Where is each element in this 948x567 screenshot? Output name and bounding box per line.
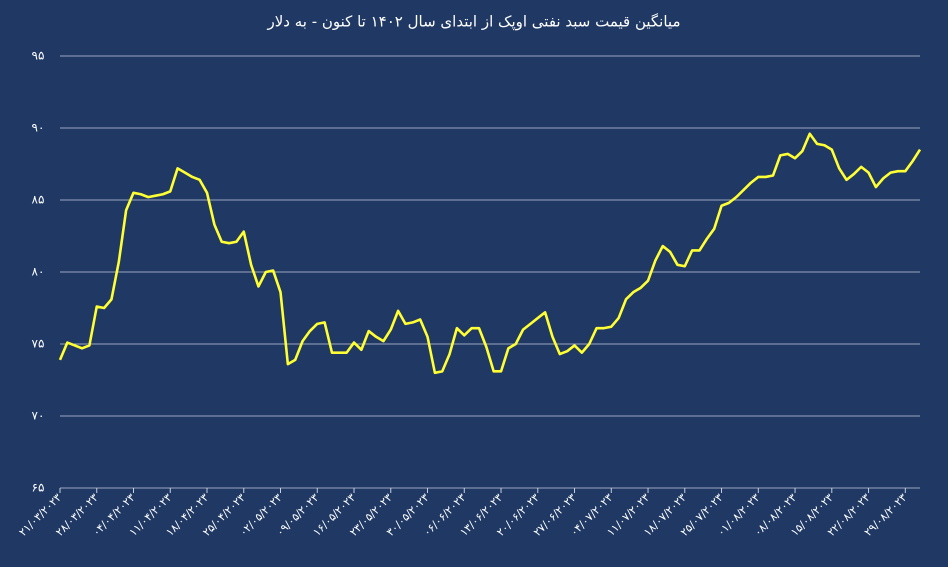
y-tick-label: ۹۵: [32, 49, 45, 63]
y-tick-label: ۷۵: [32, 337, 45, 351]
y-tick-label: ۹۰: [32, 121, 45, 135]
y-tick-label: ۶۵: [32, 481, 45, 495]
price-line: [58, 132, 922, 375]
chart-title: میانگین قیمت سبد نفتی اوپک از ابتدای سال…: [266, 13, 680, 32]
y-tick-label: ۸۰: [32, 265, 45, 279]
y-tick-label: ۸۵: [32, 193, 45, 207]
y-tick-label: ۷۰: [32, 409, 45, 423]
